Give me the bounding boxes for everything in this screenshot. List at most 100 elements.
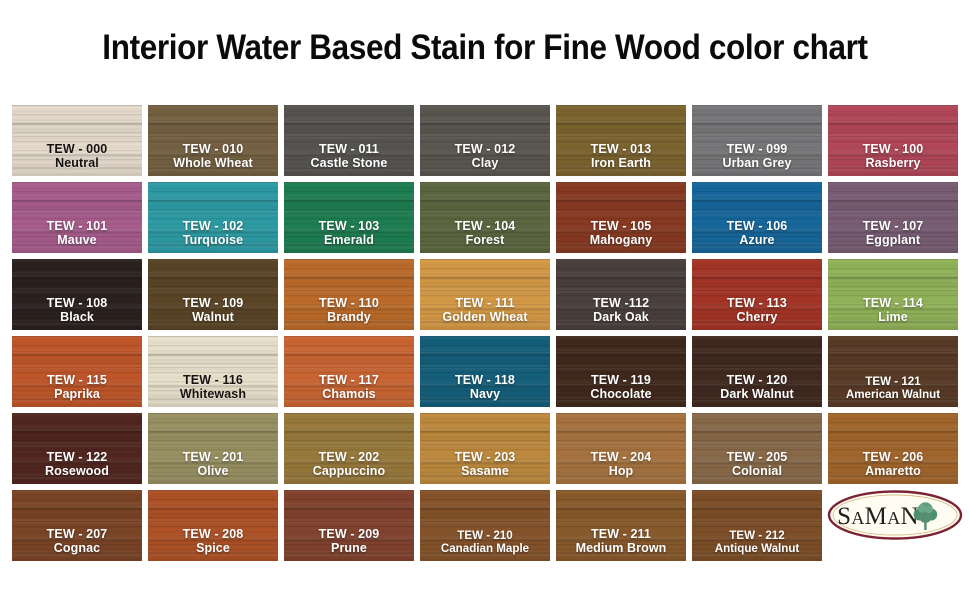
swatch-name: Whitewash	[179, 387, 247, 402]
swatch-code: TEW - 113	[727, 295, 787, 310]
swatch-code: TEW - 122	[46, 449, 108, 464]
swatch-code: TEW - 204	[590, 449, 652, 464]
swatch-code: TEW - 105	[590, 218, 652, 233]
swatch-code: TEW - 106	[726, 218, 788, 233]
swatch-code: TEW - 108	[46, 295, 108, 310]
swatch-name: Colonial	[731, 464, 783, 479]
color-swatch[interactable]: TEW - 117 Chamois	[284, 336, 414, 407]
swatch-name: Chocolate	[590, 387, 652, 402]
swatch-name: Hop	[608, 464, 634, 479]
color-swatch[interactable]: TEW - 013 Iron Earth	[556, 105, 686, 176]
swatch-code: TEW - 115	[47, 372, 107, 387]
swatch-code: TEW - 210	[457, 528, 513, 542]
color-swatch[interactable]: TEW - 203 Sasame	[420, 413, 550, 484]
color-swatch[interactable]: TEW - 121 American Walnut	[828, 336, 958, 407]
swatch-name: Paprika	[54, 387, 100, 402]
color-swatch[interactable]: TEW - 105 Mahogany	[556, 182, 686, 253]
color-swatch[interactable]: TEW - 100 Rasberry	[828, 105, 958, 176]
swatch-code: TEW - 211	[591, 526, 651, 541]
color-swatch[interactable]: TEW - 108 Black	[12, 259, 142, 330]
color-swatch[interactable]: TEW - 210 Canadian Maple	[420, 490, 550, 561]
swatch-name: Navy	[469, 387, 501, 402]
color-swatch[interactable]: TEW - 113 Cherry	[692, 259, 822, 330]
color-swatch[interactable]: TEW - 211 Medium Brown	[556, 490, 686, 561]
color-swatch[interactable]: TEW - 118 Navy	[420, 336, 550, 407]
color-swatch[interactable]: TEW - 209 Prune	[284, 490, 414, 561]
color-swatch[interactable]: TEW - 011 Castle Stone	[284, 105, 414, 176]
swatch-name: Antique Walnut	[714, 542, 800, 556]
swatch-name: Eggplant	[865, 233, 921, 248]
swatch-code: TEW - 103	[318, 218, 380, 233]
color-swatch[interactable]: TEW - 106 Azure	[692, 182, 822, 253]
color-swatch[interactable]: TEW - 114 Lime	[828, 259, 958, 330]
logo-ellipse-inner	[832, 494, 958, 536]
color-swatch[interactable]: TEW - 207 Cognac	[12, 490, 142, 561]
color-swatch[interactable]: TEW - 111 Golden Wheat	[420, 259, 550, 330]
swatch-code: TEW - 010	[182, 141, 244, 156]
color-swatch[interactable]: TEW - 109 Walnut	[148, 259, 278, 330]
swatch-name: Cappuccino	[312, 464, 386, 479]
swatch-code: TEW - 120	[726, 372, 788, 387]
color-swatch[interactable]: TEW - 000 Neutral	[12, 105, 142, 176]
swatch-name: Rosewood	[45, 464, 109, 479]
swatch-name: Forest	[465, 233, 505, 248]
swatch-code: TEW - 102	[182, 218, 244, 233]
color-swatch[interactable]: TEW - 099 Urban Grey	[692, 105, 822, 176]
color-swatch[interactable]: TEW - 205 Colonial	[692, 413, 822, 484]
swatch-name: Lime	[878, 310, 908, 325]
color-swatch[interactable]: TEW - 103 Emerald	[284, 182, 414, 253]
swatch-name: Medium Brown	[575, 541, 667, 556]
color-swatch[interactable]: TEW - 212 Antique Walnut	[692, 490, 822, 561]
swatch-name: Brandy	[327, 310, 371, 325]
swatch-name: Turquoise	[182, 233, 244, 248]
color-swatch[interactable]: TEW - 101 Mauve	[12, 182, 142, 253]
swatch-code: TEW - 212	[729, 528, 785, 542]
swatch-code: TEW - 000	[46, 141, 108, 156]
swatch-code: TEW - 101	[46, 218, 108, 233]
swatch-code: TEW - 209	[318, 526, 380, 541]
swatch-name: Dark Oak	[593, 310, 649, 325]
color-swatch[interactable]: TEW - 122 Rosewood	[12, 413, 142, 484]
swatch-name: Neutral	[55, 156, 99, 171]
color-swatch[interactable]: TEW - 116 Whitewash	[148, 336, 278, 407]
swatch-name: Cherry	[736, 310, 778, 325]
color-swatch[interactable]: TEW - 201 Olive	[148, 413, 278, 484]
saman-tree-logo: SAMAN	[826, 484, 964, 546]
swatch-code: TEW - 119	[591, 372, 651, 387]
color-swatch[interactable]: TEW - 107 Eggplant	[828, 182, 958, 253]
swatch-name: Chamois	[322, 387, 376, 402]
color-swatch[interactable]: TEW - 110 Brandy	[284, 259, 414, 330]
swatch-name: Iron Earth	[590, 156, 652, 171]
swatch-code: TEW - 011	[319, 141, 379, 156]
swatch-code: TEW - 206	[862, 449, 924, 464]
swatch-name: Olive	[197, 464, 229, 479]
swatch-name: Black	[60, 310, 94, 325]
swatch-name: Castle Stone	[310, 156, 388, 171]
swatch-name: Emerald	[323, 233, 375, 248]
page-title: Interior Water Based Stain for Fine Wood…	[102, 28, 868, 67]
color-swatch[interactable]: TEW - 204 Hop	[556, 413, 686, 484]
color-swatch[interactable]: TEW - 104 Forest	[420, 182, 550, 253]
color-swatch[interactable]: TEW - 115 Paprika	[12, 336, 142, 407]
swatch-code: TEW - 121	[865, 374, 921, 388]
swatch-code: TEW - 201	[182, 449, 244, 464]
color-swatch[interactable]: TEW - 102 Turquoise	[148, 182, 278, 253]
color-swatch[interactable]: TEW - 010 Whole Wheat	[148, 105, 278, 176]
swatch-code: TEW -112	[592, 295, 650, 310]
swatch-code: TEW - 116	[183, 372, 243, 387]
color-swatch[interactable]: TEW - 120 Dark Walnut	[692, 336, 822, 407]
swatch-name: Amaretto	[865, 464, 921, 479]
swatch-name: American Walnut	[845, 388, 941, 402]
color-swatch[interactable]: TEW - 206 Amaretto	[828, 413, 958, 484]
swatch-code: TEW - 109	[182, 295, 244, 310]
swatch-code: TEW - 013	[590, 141, 652, 156]
color-swatch[interactable]: TEW - 012 Clay	[420, 105, 550, 176]
logo-tree-icon	[913, 502, 938, 530]
color-swatch[interactable]: TEW - 208 Spice	[148, 490, 278, 561]
swatch-grid: TEW - 000 Neutral TEW - 010 Whole Wheat TEW …	[12, 105, 958, 561]
color-swatch[interactable]: TEW -112 Dark Oak	[556, 259, 686, 330]
color-swatch[interactable]: TEW - 202 Cappuccino	[284, 413, 414, 484]
swatch-code: TEW - 118	[455, 372, 515, 387]
color-swatch[interactable]: TEW - 119 Chocolate	[556, 336, 686, 407]
